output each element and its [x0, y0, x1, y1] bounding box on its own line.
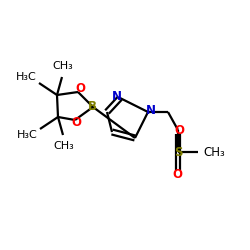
Text: CH₃: CH₃ [54, 141, 74, 151]
Text: N: N [146, 104, 156, 117]
Text: CH₃: CH₃ [203, 146, 225, 158]
Text: N: N [112, 90, 122, 102]
Text: O: O [71, 116, 81, 130]
Text: CH₃: CH₃ [52, 61, 74, 71]
Text: B: B [88, 100, 96, 114]
Text: O: O [172, 168, 182, 180]
Text: O: O [75, 82, 85, 94]
Text: H₃C: H₃C [17, 130, 38, 140]
Text: O: O [174, 124, 184, 136]
Text: S: S [174, 146, 182, 158]
Text: H₃C: H₃C [16, 72, 37, 82]
